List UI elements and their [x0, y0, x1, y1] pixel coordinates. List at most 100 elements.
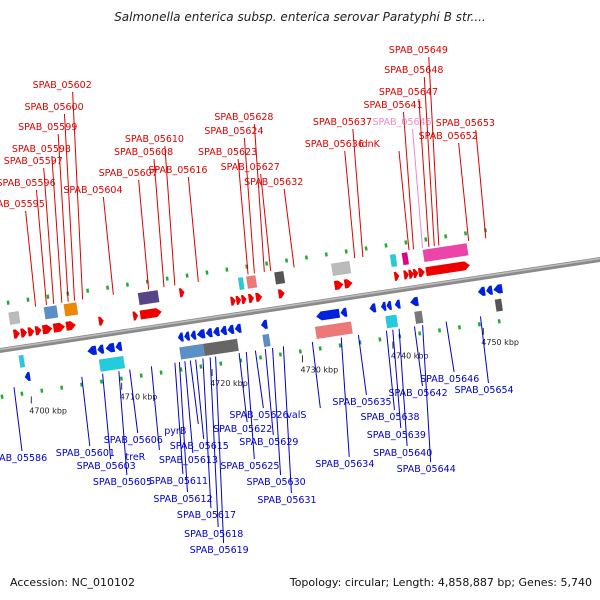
axis-tick-label: 4710 kbp — [120, 393, 158, 402]
forward-dot-mark — [444, 234, 448, 239]
reverse-feature-block — [314, 321, 353, 340]
reverse-dot-mark — [219, 361, 223, 366]
bottom-gene-label: SPAB_05625 — [220, 461, 279, 472]
bottom-gene-label: SPAB_05586 — [0, 453, 47, 464]
forward-dot-mark — [384, 243, 388, 248]
bottom-gene-label: SPAB_05622 — [213, 424, 272, 435]
forward-dot-mark — [26, 297, 30, 302]
bottom-gene-label: SPAB_05619 — [190, 545, 249, 556]
bottom-gene-label: SPAB_05613 — [159, 455, 218, 466]
top-gene-label: SPAB_05599 — [18, 122, 77, 133]
reverse-gene-arrow — [380, 301, 387, 311]
forward-gene-arrow — [403, 270, 409, 280]
bottom-label-leader — [385, 330, 395, 411]
forward-dot-mark — [6, 300, 10, 305]
reverse-dot-mark — [40, 388, 44, 393]
top-gene-label: SPAB_05637 — [313, 117, 372, 128]
bottom-gene-label: SPAB_05618 — [184, 529, 243, 540]
reverse-gene-arrow — [493, 284, 503, 294]
reverse-feature-block — [494, 298, 504, 312]
top-label-leader — [253, 123, 265, 272]
forward-gene-arrow — [65, 321, 76, 331]
accession-label: Accession: NC_010102 — [10, 576, 136, 589]
forward-dot-mark — [424, 237, 428, 242]
top-gene-label: SPAB_05652 — [419, 131, 478, 142]
bottom-gene-label: SPAB_05631 — [257, 495, 316, 506]
axis-tick-label: 4720 kbp — [210, 379, 248, 388]
top-gene-label: SPAB_05608 — [114, 147, 173, 158]
forward-dot-mark — [225, 267, 229, 272]
bottom-gene-label: SPAB_05601 — [56, 448, 115, 459]
forward-dot-mark — [285, 258, 289, 263]
bottom-label-leader — [209, 357, 219, 528]
forward-dot-mark — [106, 285, 110, 290]
reverse-gene-arrow — [486, 285, 494, 295]
forward-gene-arrow — [255, 292, 263, 302]
page-title: Salmonella enterica subsp. enterica sero… — [114, 10, 486, 24]
reverse-gene-arrow — [234, 323, 242, 333]
top-label-leader — [412, 128, 424, 248]
forward-feature-block — [8, 311, 21, 325]
top-label-leader — [423, 76, 435, 247]
bottom-label-leader — [264, 348, 274, 436]
reverse-gene-arrow — [24, 371, 31, 382]
top-label-leader — [260, 173, 272, 272]
bottom-gene-label: SPAB_05635 — [332, 397, 391, 408]
bottom-gene-label: SPAB_05642 — [388, 388, 447, 399]
reverse-feature-block — [414, 310, 424, 325]
bottom-label-leader — [311, 341, 321, 409]
forward-gene-arrow — [132, 311, 139, 321]
reverse-gene-arrow — [205, 328, 213, 338]
top-gene-label: SPAB_05616 — [148, 165, 207, 176]
forward-feature-block — [63, 302, 79, 317]
reverse-dot-mark — [99, 379, 103, 384]
forward-feature-block — [274, 270, 286, 285]
forward-gene-arrow — [98, 316, 104, 326]
top-label-leader — [418, 98, 430, 248]
axis-tick-label: 4750 kbp — [481, 338, 519, 347]
forward-gene-arrow — [277, 289, 285, 299]
forward-gene-arrow — [408, 269, 414, 279]
top-gene-label: SPAB_05648 — [384, 65, 443, 76]
reverse-dot-mark — [199, 364, 203, 369]
top-label-leader — [164, 145, 176, 286]
reverse-gene-arrow — [190, 330, 197, 340]
axis-tick-label: 4740 kbp — [391, 352, 429, 361]
bottom-label-leader — [340, 337, 350, 458]
top-label-leader — [187, 176, 199, 282]
forward-dot-mark — [46, 294, 50, 299]
top-label-leader — [35, 189, 47, 305]
reverse-dot-mark — [338, 343, 342, 348]
bottom-gene-label: treR — [125, 452, 145, 463]
reverse-feature-block — [202, 338, 240, 357]
top-gene-label: SPAB_05602 — [33, 80, 92, 91]
forward-feature-block — [422, 243, 469, 263]
bottom-label-leader — [254, 350, 264, 409]
forward-gene-arrow — [240, 294, 247, 305]
top-label-leader — [243, 137, 255, 274]
bottom-label-leader — [150, 366, 160, 451]
reverse-feature-block — [18, 354, 26, 368]
reverse-gene-arrow — [386, 300, 393, 311]
bottom-gene-label: SPAB_05629 — [239, 437, 298, 448]
bottom-label-leader — [118, 371, 128, 476]
forward-gene-arrow — [247, 293, 255, 304]
reverse-dot-mark — [457, 325, 461, 330]
reverse-feature-block — [179, 343, 205, 360]
bottom-label-leader — [445, 321, 455, 373]
top-label-leader — [63, 113, 75, 301]
top-label-leader — [237, 158, 249, 275]
axis-tick-label: 4700 kbp — [29, 406, 67, 415]
bottom-gene-label: SPAB_05606 — [104, 435, 163, 446]
bottom-label-leader — [129, 369, 139, 434]
bottom-gene-label: SPAB_05617 — [177, 510, 236, 521]
bottom-gene-label: SPAB_05603 — [77, 461, 136, 472]
bottom-gene-label: SPAB_05630 — [247, 477, 306, 488]
reverse-dot-mark — [139, 373, 143, 378]
axis-tick-label: 4730 kbp — [300, 365, 338, 374]
reverse-gene-arrow — [97, 344, 105, 354]
reverse-dot-mark — [0, 394, 4, 399]
bottom-gene-label: SPAB_05640 — [373, 448, 432, 459]
